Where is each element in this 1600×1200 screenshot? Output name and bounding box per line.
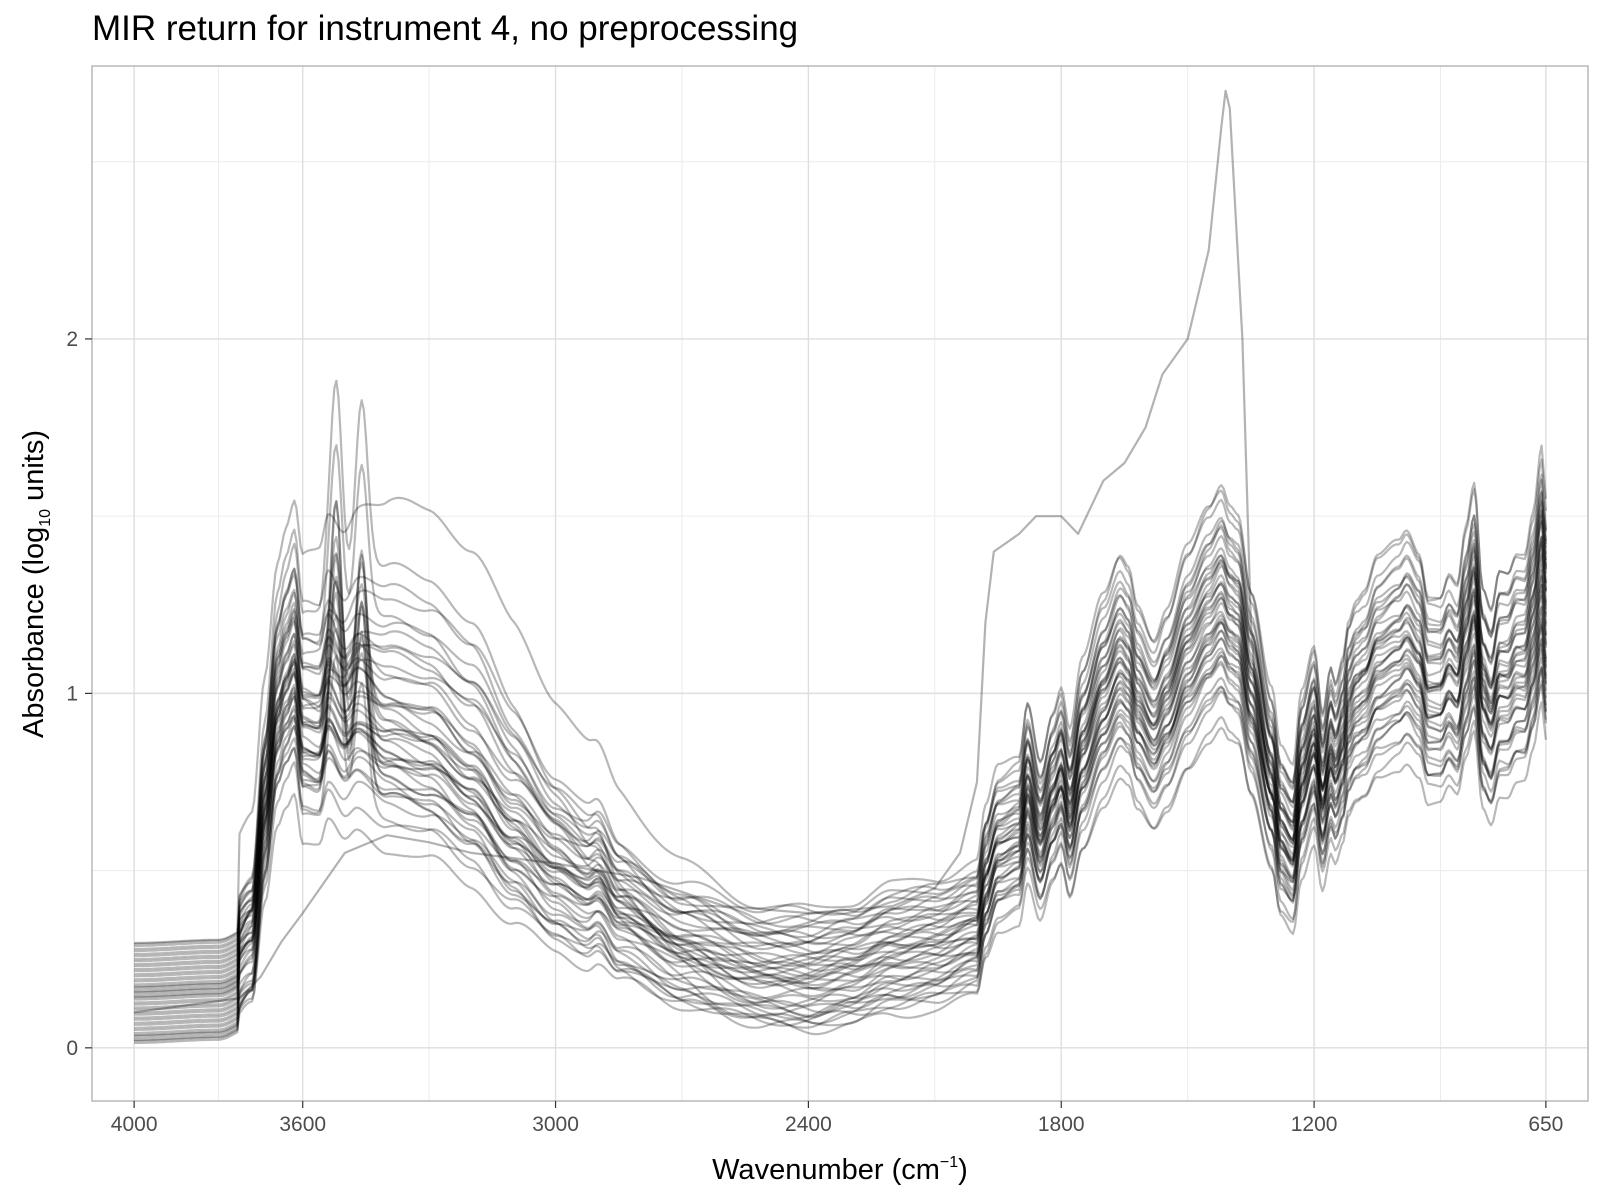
y-axis-unit: log	[18, 527, 50, 566]
spectrum-line	[134, 379, 1547, 1045]
y-axis-unit-subscript: 10	[37, 509, 54, 527]
spectrum-line	[134, 508, 1547, 988]
spectrum-line	[134, 575, 1547, 973]
y-axis-unit-tail: units	[18, 440, 50, 501]
spectrum-line	[134, 643, 1547, 1039]
series-layer	[133, 89, 1547, 1045]
spectrum-line	[134, 500, 1547, 1014]
spectrum-line	[134, 496, 1547, 945]
spectrum-line	[134, 444, 1547, 978]
spectrum-line	[134, 665, 1547, 991]
spectrum-line	[134, 614, 1547, 994]
x-axis-unit-exponent: −1	[940, 1154, 958, 1171]
x-tick-label: 650	[1528, 1113, 1563, 1136]
spectrum-line	[134, 514, 1547, 1009]
x-tick-label: 4000	[111, 1113, 158, 1136]
spectrum-line	[134, 583, 1547, 989]
spectrum-line	[134, 668, 1547, 1034]
spectrum-line	[134, 658, 1547, 1004]
spectrum-line	[134, 613, 1547, 1024]
spectrum-line	[134, 656, 1547, 1021]
x-tick-label: 3600	[279, 1113, 326, 1136]
x-tick-label: 1200	[1291, 1113, 1338, 1136]
gridlines	[92, 66, 1588, 1101]
spectrum-line	[134, 610, 1547, 950]
spectrum-line	[134, 458, 1547, 947]
spectrum-line	[134, 627, 1547, 956]
x-tick-label: 3000	[532, 1113, 579, 1136]
spectrum-line	[134, 614, 1547, 999]
x-axis-title: Wavenumber (cm−1)	[712, 1154, 968, 1186]
y-tick-label: 2	[66, 328, 78, 351]
spectrum-line	[134, 553, 1547, 1016]
spectrum-line	[134, 521, 1547, 1001]
spectrum-line	[134, 510, 1547, 1031]
spectrum-line	[134, 589, 1547, 1037]
outlier-spectrum-line	[133, 89, 1273, 1014]
spectrum-line	[134, 569, 1547, 976]
plot-panel	[92, 66, 1588, 1101]
x-tick-label: 1800	[1038, 1113, 1085, 1136]
spectrum-line	[134, 584, 1547, 1019]
y-tick-label: 1	[66, 682, 78, 705]
spectrum-line	[134, 638, 1547, 1029]
spectrum-line	[134, 590, 1547, 1011]
spectrum-line	[134, 444, 1547, 971]
y-tick-label: 0	[66, 1037, 78, 1060]
spectrum-line	[134, 554, 1547, 1006]
spectrum-line	[134, 536, 1547, 993]
spectrum-line	[134, 544, 1547, 963]
spectrum-line	[134, 491, 1547, 996]
spectrum-line	[134, 500, 1547, 986]
spectrum-line	[134, 473, 1547, 961]
x-axis: 4000 3600 3000 2400 1800 1200 650	[111, 1101, 1563, 1136]
spectrum-line	[134, 501, 1547, 966]
spectrum-line	[134, 582, 1547, 945]
spectrum-line	[134, 478, 1547, 983]
spectrum-line	[134, 563, 1547, 998]
y-axis-title-main: Absorbance	[18, 583, 50, 738]
spectrum-line	[134, 684, 1547, 1027]
spectrum-line	[134, 576, 1547, 1042]
spectrum-line	[134, 605, 1547, 981]
y-axis: 0 1 2	[66, 328, 92, 1060]
spectrum-line	[134, 519, 1547, 958]
plot-border	[91, 65, 1589, 1102]
spectrum-line	[134, 574, 1547, 968]
y-axis-title: Absorbance (log10 units)	[18, 430, 54, 738]
x-axis-title-main: Wavenumber	[712, 1154, 884, 1186]
x-tick-label: 2400	[785, 1113, 832, 1136]
spectrum-line	[134, 490, 1547, 953]
spectrum-line	[134, 591, 1547, 1042]
x-axis-unit: cm	[901, 1154, 940, 1186]
spectrum-line	[134, 541, 1547, 1036]
chart-title: MIR return for instrument 4, no preproce…	[92, 9, 798, 48]
